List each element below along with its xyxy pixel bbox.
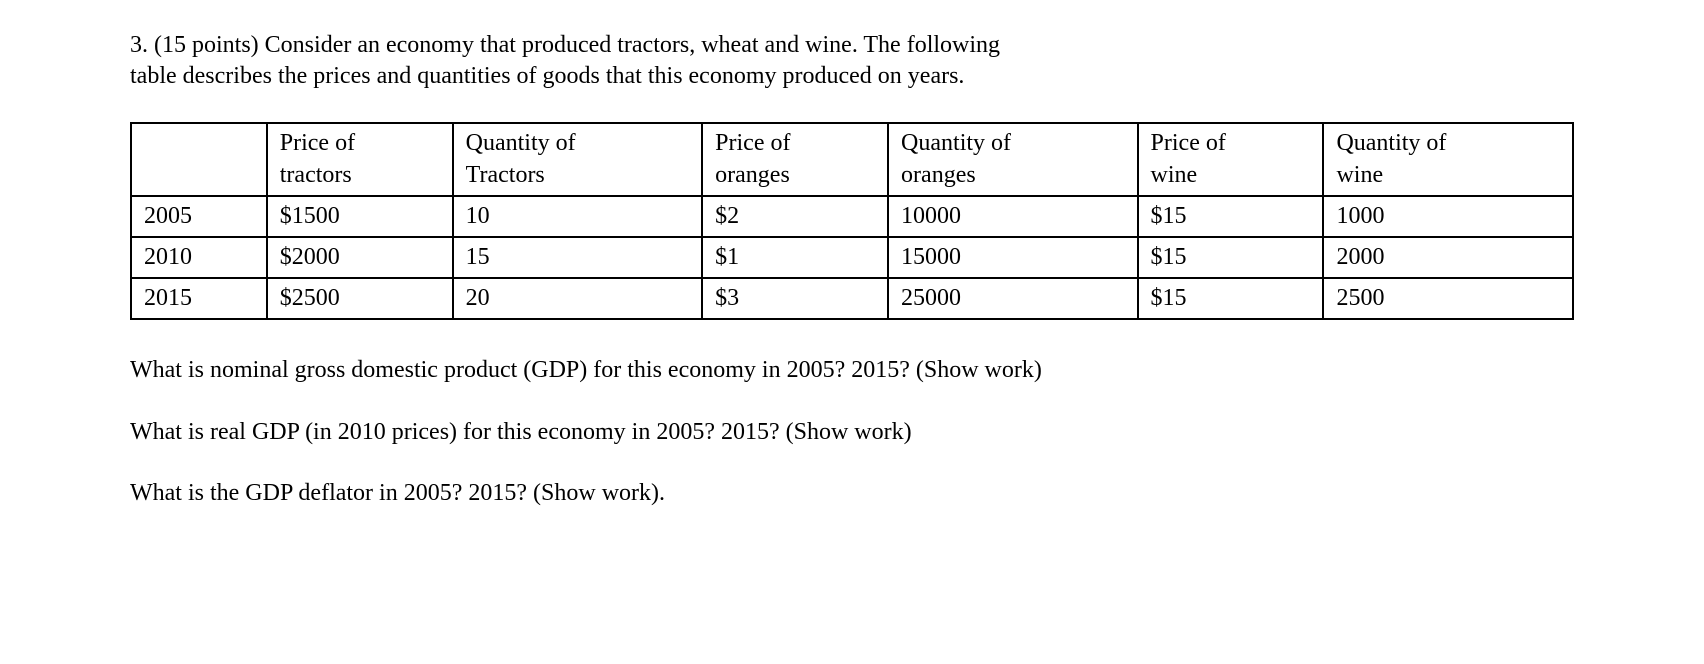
- table-header-qty-wine: Quantity of wine: [1323, 123, 1573, 195]
- table-cell: 10000: [888, 196, 1138, 237]
- table-cell: $3: [702, 278, 888, 319]
- table-row: 2010 $2000 15 $1 15000 $15 2000: [131, 237, 1573, 278]
- question-3: What is the GDP deflator in 2005? 2015? …: [130, 478, 1574, 509]
- table-header-qty-tractors: Quantity of Tractors: [453, 123, 703, 195]
- table-cell: $1500: [267, 196, 453, 237]
- table-cell: $2500: [267, 278, 453, 319]
- question-number: 3.: [130, 32, 148, 58]
- table-cell: 1000: [1323, 196, 1573, 237]
- intro-text-line1: Consider an economy that produced tracto…: [265, 32, 1000, 58]
- table-cell: $1: [702, 237, 888, 278]
- table-cell: 10: [453, 196, 703, 237]
- table-cell-year: 2005: [131, 196, 267, 237]
- table-header-price-oranges: Price of oranges: [702, 123, 888, 195]
- table-cell: 25000: [888, 278, 1138, 319]
- table-cell-year: 2015: [131, 278, 267, 319]
- table-header-price-wine: Price of wine: [1138, 123, 1324, 195]
- table-header-row: Price of tractors Quantity of Tractors P…: [131, 123, 1573, 195]
- table-cell: 2000: [1323, 237, 1573, 278]
- table-cell: 2500: [1323, 278, 1573, 319]
- data-table: Price of tractors Quantity of Tractors P…: [130, 122, 1574, 320]
- question-intro: 3. (15 points) Consider an economy that …: [130, 30, 1574, 92]
- table-cell: 15: [453, 237, 703, 278]
- table-cell: $2: [702, 196, 888, 237]
- table-header-price-tractors: Price of tractors: [267, 123, 453, 195]
- question-1: What is nominal gross domestic product (…: [130, 355, 1574, 386]
- table-cell: $15: [1138, 237, 1324, 278]
- table-header-empty: [131, 123, 267, 195]
- intro-text-line2: table describes the prices and quantitie…: [130, 63, 964, 89]
- table-cell-year: 2010: [131, 237, 267, 278]
- table-header-qty-oranges: Quantity of oranges: [888, 123, 1138, 195]
- table-cell: 15000: [888, 237, 1138, 278]
- points-label: (15 points): [154, 32, 259, 58]
- table-cell: $15: [1138, 278, 1324, 319]
- table-cell: $15: [1138, 196, 1324, 237]
- table-row: 2005 $1500 10 $2 10000 $15 1000: [131, 196, 1573, 237]
- table-row: 2015 $2500 20 $3 25000 $15 2500: [131, 278, 1573, 319]
- table-cell: 20: [453, 278, 703, 319]
- question-2: What is real GDP (in 2010 prices) for th…: [130, 417, 1574, 448]
- table-cell: $2000: [267, 237, 453, 278]
